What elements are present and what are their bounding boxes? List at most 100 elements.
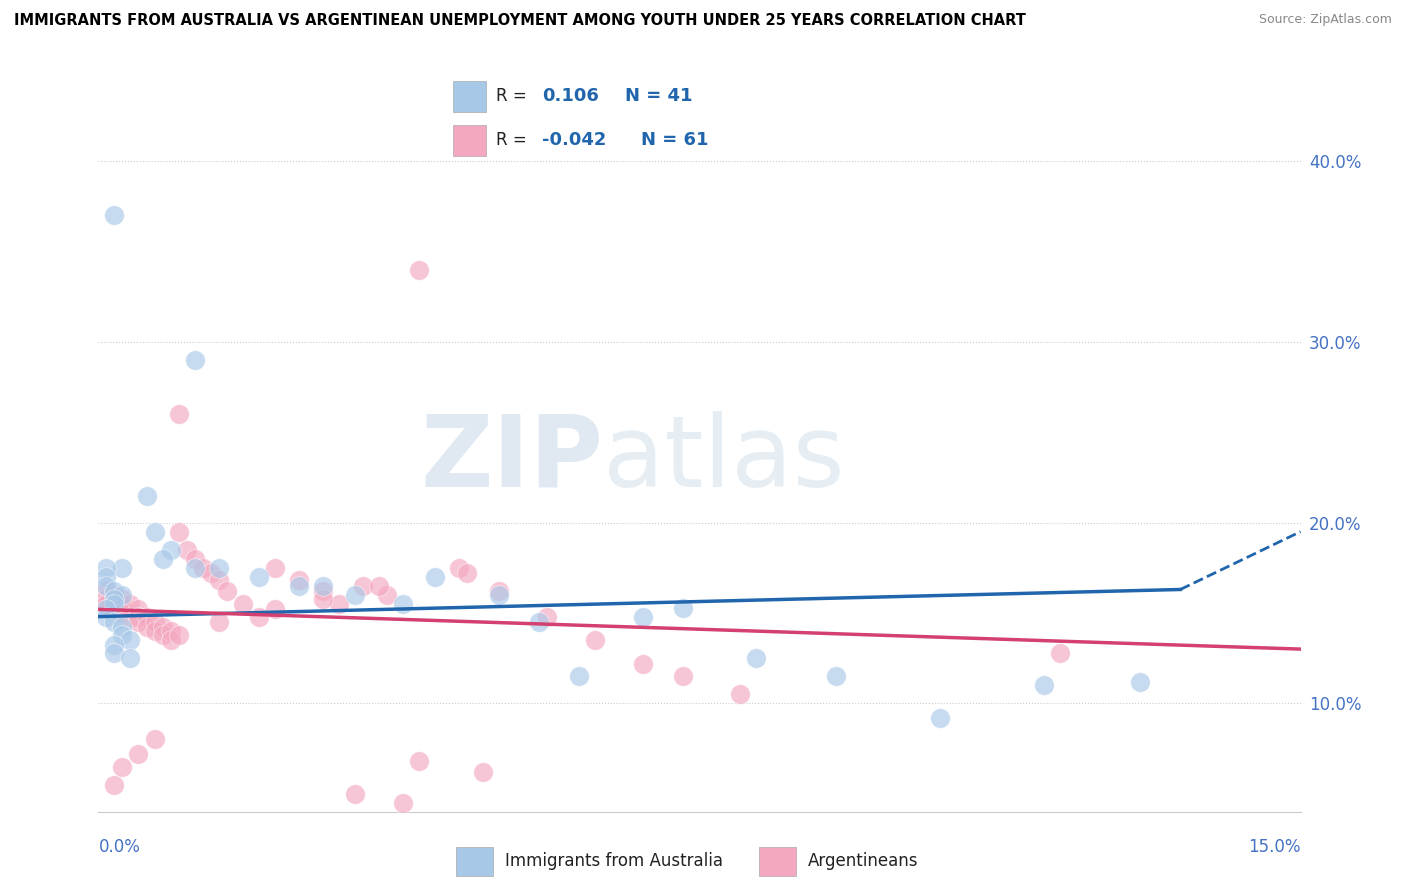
Point	[288, 579, 311, 593]
Point	[208, 561, 231, 575]
Point	[143, 624, 166, 638]
Point	[96, 561, 118, 575]
Point	[103, 209, 125, 223]
Point	[103, 602, 125, 616]
Point	[96, 609, 118, 624]
Point	[183, 353, 205, 368]
Point	[103, 646, 125, 660]
Text: -0.042: -0.042	[543, 131, 606, 149]
Text: 0.106: 0.106	[543, 87, 599, 105]
Point	[247, 609, 270, 624]
Text: atlas: atlas	[603, 411, 845, 508]
Point	[111, 759, 134, 773]
Point	[152, 620, 174, 634]
Point	[111, 627, 134, 641]
Point	[176, 542, 198, 557]
Point	[824, 669, 846, 683]
Point	[288, 574, 311, 588]
Point	[263, 561, 285, 575]
Point	[96, 597, 118, 611]
Point	[447, 561, 470, 575]
Point	[536, 609, 558, 624]
Point	[929, 711, 952, 725]
Point	[128, 602, 150, 616]
Point	[120, 633, 142, 648]
Point	[96, 591, 118, 606]
FancyBboxPatch shape	[453, 125, 486, 156]
Point	[143, 524, 166, 539]
Point	[135, 620, 157, 634]
Point	[568, 669, 591, 683]
Point	[103, 639, 125, 653]
Point	[375, 588, 398, 602]
Point	[159, 542, 181, 557]
Point	[159, 624, 181, 638]
Text: Immigrants from Australia: Immigrants from Australia	[505, 852, 723, 870]
Text: 15.0%: 15.0%	[1249, 838, 1301, 855]
Text: 0.0%: 0.0%	[98, 838, 141, 855]
Point	[728, 687, 751, 701]
Point	[128, 747, 150, 761]
Point	[111, 597, 134, 611]
Point	[312, 591, 335, 606]
Point	[128, 615, 150, 629]
Point	[159, 633, 181, 648]
Point	[343, 588, 366, 602]
Point	[103, 597, 125, 611]
Text: IMMIGRANTS FROM AUSTRALIA VS ARGENTINEAN UNEMPLOYMENT AMONG YOUTH UNDER 25 YEARS: IMMIGRANTS FROM AUSTRALIA VS ARGENTINEAN…	[14, 13, 1026, 29]
Point	[103, 584, 125, 599]
Point	[111, 591, 134, 606]
Point	[232, 597, 254, 611]
Point	[529, 615, 551, 629]
Point	[128, 609, 150, 624]
Point	[143, 732, 166, 747]
Point	[672, 600, 695, 615]
Point	[208, 615, 231, 629]
Point	[191, 561, 214, 575]
Text: ZIP: ZIP	[420, 411, 603, 508]
Point	[1129, 674, 1152, 689]
Point	[408, 754, 430, 768]
Point	[392, 597, 415, 611]
Point	[135, 609, 157, 624]
Point	[312, 579, 335, 593]
Point	[744, 651, 766, 665]
Point	[633, 609, 655, 624]
Point	[135, 489, 157, 503]
Point	[1033, 678, 1056, 692]
Point	[368, 579, 391, 593]
Text: Source: ZipAtlas.com: Source: ZipAtlas.com	[1258, 13, 1392, 27]
Text: N = 41: N = 41	[624, 87, 692, 105]
Text: R =: R =	[496, 131, 531, 149]
Point	[488, 588, 510, 602]
Point	[1049, 646, 1071, 660]
Point	[103, 597, 125, 611]
Point	[215, 584, 238, 599]
Point	[152, 551, 174, 566]
Point	[583, 633, 606, 648]
Point	[183, 561, 205, 575]
Point	[103, 778, 125, 792]
Point	[143, 615, 166, 629]
Point	[111, 588, 134, 602]
Point	[103, 615, 125, 629]
Point	[111, 561, 134, 575]
Point	[111, 620, 134, 634]
Point	[120, 597, 142, 611]
Point	[263, 602, 285, 616]
Point	[96, 602, 118, 616]
Point	[472, 764, 495, 779]
Point	[152, 627, 174, 641]
Point	[120, 609, 142, 624]
FancyBboxPatch shape	[759, 847, 796, 876]
Point	[633, 657, 655, 671]
Point	[111, 606, 134, 620]
Point	[120, 651, 142, 665]
Point	[672, 669, 695, 683]
Text: R =: R =	[496, 87, 531, 105]
Text: N = 61: N = 61	[641, 131, 709, 149]
Text: Argentineans: Argentineans	[808, 852, 918, 870]
Point	[392, 796, 415, 810]
Point	[247, 570, 270, 584]
Point	[343, 787, 366, 801]
